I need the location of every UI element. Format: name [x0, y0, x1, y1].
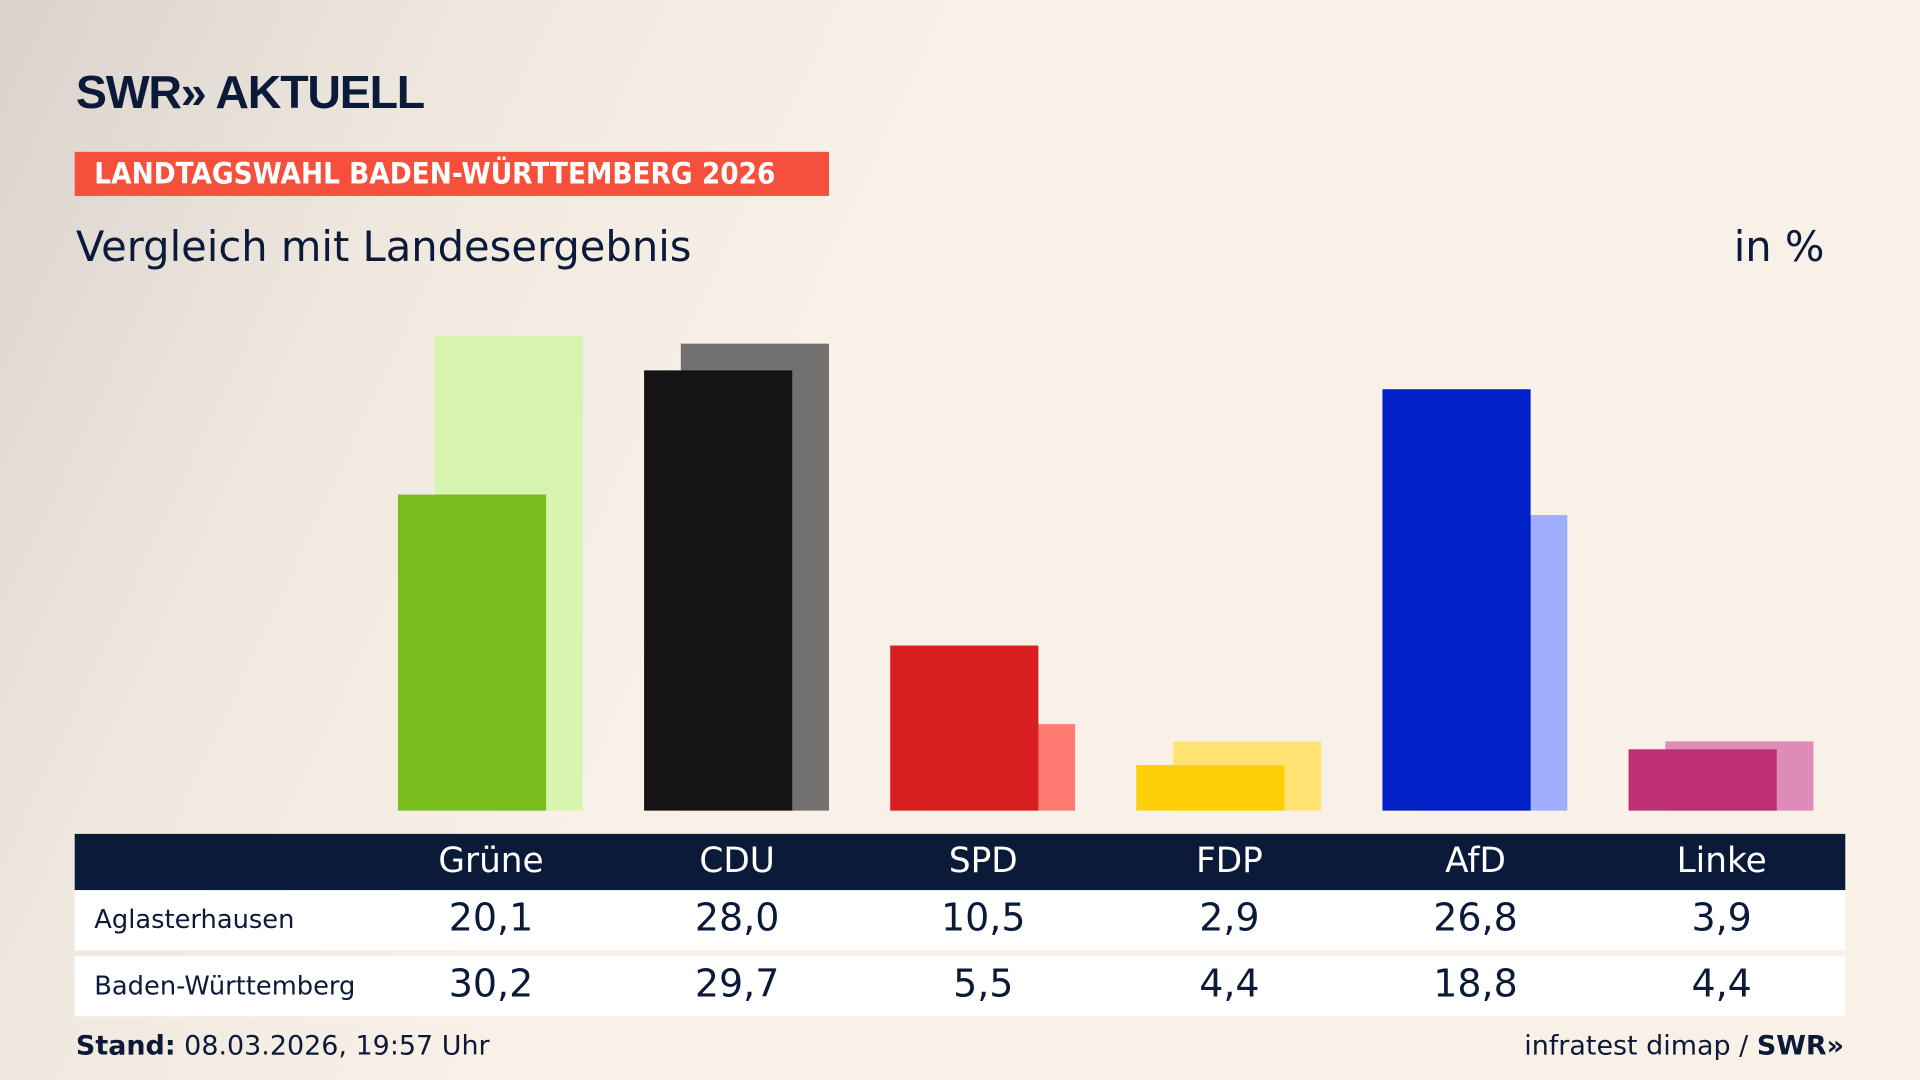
column-header: SPD: [948, 840, 1018, 881]
value-cell: 10,5: [941, 896, 1026, 941]
source-text: infratest dimap /: [1524, 1031, 1757, 1062]
bar-local: [1628, 749, 1777, 811]
unit-label: in %: [1733, 222, 1825, 272]
bar-local: [890, 645, 1039, 811]
value-cell: 26,8: [1433, 896, 1518, 941]
column-header: Linke: [1676, 840, 1767, 881]
bar-local: [397, 494, 547, 811]
row-label: Aglasterhausen: [94, 904, 295, 935]
column-header: CDU: [699, 840, 775, 881]
value-cell: 4,4: [1199, 962, 1260, 1007]
column-header: Grüne: [438, 840, 544, 881]
column-header: FDP: [1195, 840, 1263, 881]
row-label: Baden-Württemberg: [94, 971, 356, 1001]
value-cell: 18,8: [1433, 962, 1518, 1007]
value-cell: 20,1: [448, 896, 534, 941]
chart-subtitle: Vergleich mit Landesergebnis: [75, 222, 692, 272]
value-cell: 28,0: [694, 896, 780, 941]
value-cell: 5,5: [953, 962, 1014, 1007]
bar-local: [1382, 389, 1531, 811]
bar-local: [644, 370, 793, 811]
value-cell: 29,7: [694, 962, 780, 1007]
value-cell: 3,9: [1691, 896, 1752, 941]
election-badge: LANDTAGSWAHL BADEN-WÜRTTEMBERG 2026: [74, 151, 829, 196]
value-cell: 4,4: [1691, 962, 1752, 1007]
table-row: Aglasterhausen 20,1 28,0 10,5 2,9 26,8 3,9: [74, 890, 1846, 951]
source: infratest dimap / SWR»: [1524, 1031, 1844, 1062]
table-row: Baden-Württemberg 30,2 29,7 5,5 4,4 18,8 4,4: [74, 956, 1846, 1017]
stand-label: Stand:: [75, 1031, 176, 1062]
swr-aktuell-logo: SWR» AKTUELL: [75, 67, 425, 119]
column-header: AfD: [1445, 840, 1506, 881]
timestamp: Stand: 08.03.2026, 19:57 Uhr: [76, 1031, 490, 1062]
value-cell: 30,2: [448, 962, 534, 1007]
bar-local: [1136, 765, 1285, 811]
stand-value: 08.03.2026, 19:57 Uhr: [175, 1031, 490, 1062]
swr-logo: SWR»: [1756, 1031, 1845, 1062]
table-header: Grüne CDU SPD FDP AfD Linke: [74, 833, 1846, 891]
value-cell: 2,9: [1199, 896, 1260, 941]
